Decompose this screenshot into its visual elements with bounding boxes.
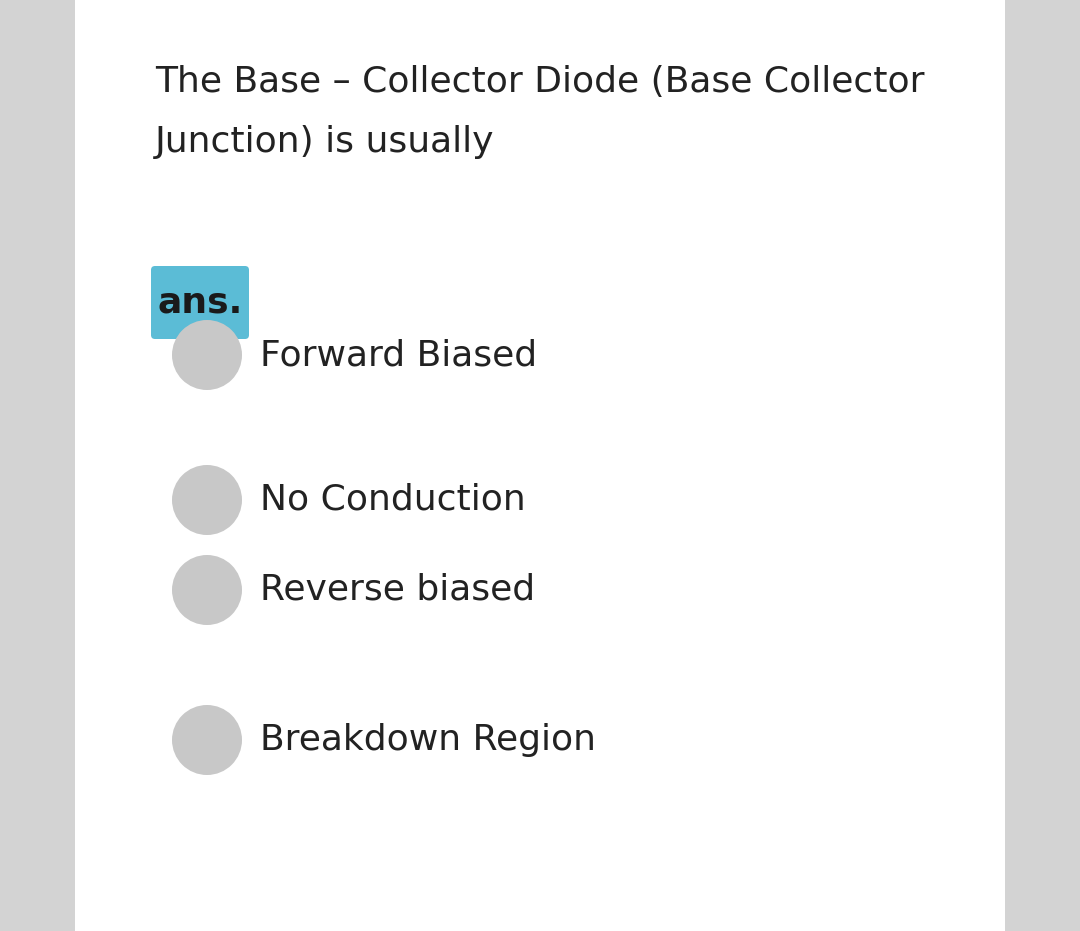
Text: Forward Biased: Forward Biased: [260, 338, 537, 372]
Text: Breakdown Region: Breakdown Region: [260, 723, 596, 757]
Text: Junction) is usually: Junction) is usually: [156, 125, 495, 159]
Circle shape: [172, 705, 242, 775]
Text: The Base – Collector Diode (Base Collector: The Base – Collector Diode (Base Collect…: [156, 65, 924, 99]
Text: ans.: ans.: [158, 286, 243, 319]
Text: Reverse biased: Reverse biased: [260, 573, 535, 607]
Circle shape: [172, 465, 242, 535]
Circle shape: [172, 555, 242, 625]
Text: No Conduction: No Conduction: [260, 483, 526, 517]
FancyBboxPatch shape: [151, 266, 249, 339]
Circle shape: [172, 320, 242, 390]
